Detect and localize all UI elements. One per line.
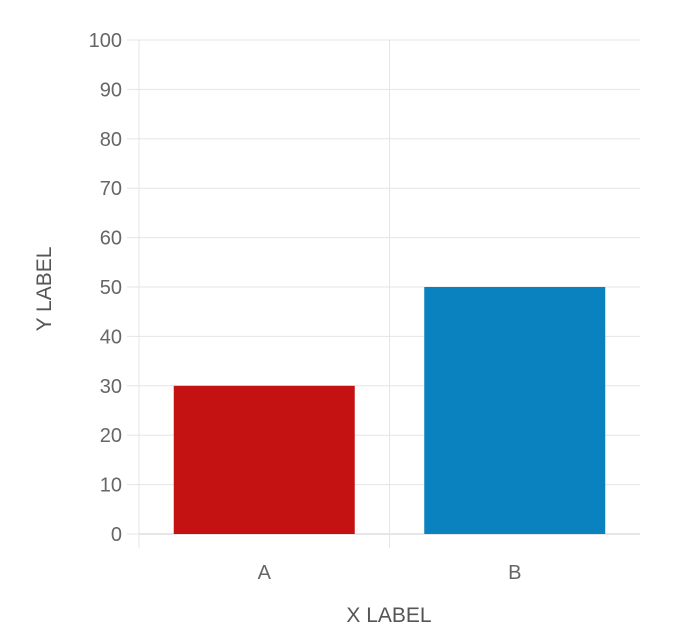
bar-b <box>424 287 606 534</box>
axes <box>127 39 140 548</box>
y-tick-label: 10 <box>100 475 122 497</box>
tick-labels: 0 10 20 30 40 50 60 70 80 90 100 A B <box>89 30 522 584</box>
x-tick-label: A <box>258 562 272 584</box>
x-tick-label: B <box>508 562 521 584</box>
y-tick-label: 70 <box>100 178 122 200</box>
bars <box>173 287 606 534</box>
y-tick-label: 50 <box>100 277 122 299</box>
y-tick-label: 90 <box>100 79 122 101</box>
y-tick-label: 30 <box>100 376 122 398</box>
y-tick-label: 0 <box>111 524 122 546</box>
x-axis-title: X LABEL <box>346 604 431 627</box>
y-tick-label: 20 <box>100 425 122 447</box>
y-axis-title: Y LABEL <box>33 247 56 332</box>
y-tick-label: 40 <box>100 326 122 348</box>
y-tick-label: 100 <box>89 30 122 52</box>
bar-a <box>173 385 355 534</box>
y-tick-label: 60 <box>100 228 122 250</box>
y-tick-label: 80 <box>100 129 122 151</box>
